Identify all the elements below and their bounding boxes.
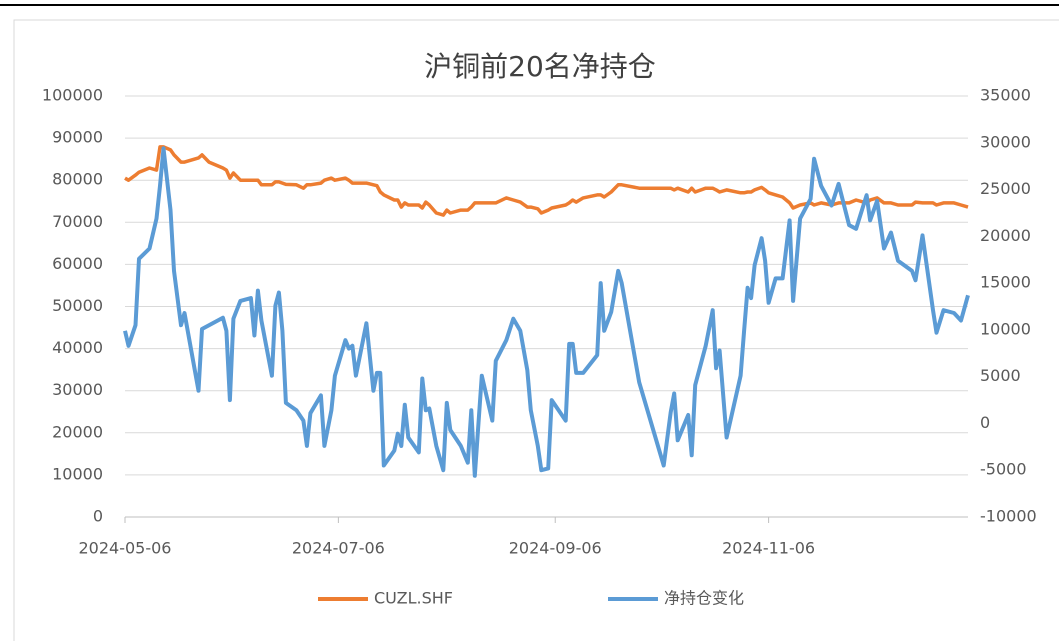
legend-label: CUZL.SHF: [374, 589, 453, 608]
y-tick-label: 100000: [42, 86, 103, 105]
y2-tick-label: -5000: [980, 460, 1027, 479]
y2-tick-label: 15000: [980, 273, 1031, 292]
y2-tick-label: 5000: [980, 366, 1021, 385]
y-tick-label: 70000: [52, 212, 103, 231]
y2-tick-label: 30000: [980, 132, 1031, 151]
x-tick-label: 2024-11-06: [722, 539, 815, 558]
x-tick-label: 2024-05-06: [79, 539, 172, 558]
y-tick-label: 50000: [52, 296, 103, 315]
y2-tick-label: 20000: [980, 226, 1031, 245]
y-tick-label: 90000: [52, 128, 103, 147]
series-line: [123, 146, 970, 478]
y2-tick-label: 35000: [980, 86, 1031, 105]
y-tick-label: 30000: [52, 380, 103, 399]
y2-tick-label: 25000: [980, 179, 1031, 198]
series-line: [124, 145, 969, 217]
y2-tick-label: 0: [980, 413, 990, 432]
y2-tick-label: 10000: [980, 319, 1031, 338]
chart-border: [13, 19, 1059, 641]
y-tick-label: 80000: [52, 170, 103, 189]
y-tick-label: 10000: [52, 464, 103, 483]
y-tick-label: 20000: [52, 422, 103, 441]
y-tick-label: 60000: [52, 254, 103, 273]
y2-tick-label: -10000: [980, 507, 1037, 526]
x-tick-label: 2024-09-06: [509, 539, 602, 558]
y-tick-label: 0: [93, 507, 103, 526]
legend-label: 净持仓变化: [664, 589, 744, 608]
chart-title: 沪铜前20名净持仓: [424, 50, 656, 83]
x-tick-label: 2024-07-06: [292, 539, 385, 558]
y-tick-label: 40000: [52, 338, 103, 357]
